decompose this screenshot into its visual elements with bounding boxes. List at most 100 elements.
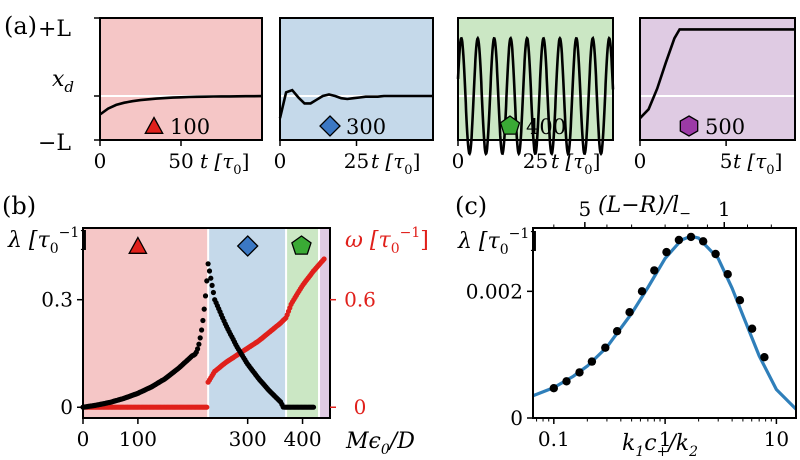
panel-a-value-label-4: 500 bbox=[705, 115, 745, 139]
panel-c-data-point bbox=[735, 296, 745, 305]
panel-b: 0 100 300 400 0 0.3 0 0.6 bbox=[41, 227, 376, 451]
panel-b-lambda-point bbox=[201, 306, 207, 312]
panel-c-data-point bbox=[686, 232, 696, 242]
panel-b-lambda-point bbox=[206, 268, 213, 274]
panel-b-lambda-point bbox=[310, 404, 317, 410]
panel-c-data-point bbox=[747, 324, 757, 333]
panel-a-xlabel-2: t [τ0] bbox=[371, 149, 420, 178]
panel-c: 0.1 1 10 0 0.002 5 1 bbox=[466, 197, 798, 451]
panel-b-marker-diamond bbox=[236, 235, 259, 257]
panel-c-toptick-label: 5 bbox=[578, 197, 591, 221]
panel-a-marker-pentagon bbox=[499, 115, 521, 135]
panel-a-background-1 bbox=[100, 18, 262, 140]
panel-c-fit-line bbox=[532, 234, 798, 411]
panel-c-label: (c) bbox=[455, 192, 487, 220]
panel-c-data-point bbox=[575, 368, 584, 377]
panel-c-ytick-label: 0.002 bbox=[466, 279, 523, 303]
panel-c-data-point bbox=[760, 353, 769, 362]
panel-b-region-pink bbox=[83, 228, 209, 418]
panel-c-data-point bbox=[562, 377, 571, 386]
panel-a-xlabel-4: t [τ0] bbox=[733, 149, 782, 178]
panel-a-trajectory-1 bbox=[99, 94, 263, 116]
panel-b-region-blue bbox=[208, 228, 287, 418]
panel-b-lambda-point bbox=[197, 335, 203, 341]
panel-c-data-point bbox=[723, 270, 732, 279]
panel-b-lambda-point bbox=[196, 341, 202, 347]
panel-c-xlabel: k1c+/k2 bbox=[622, 431, 698, 460]
panel-c-data-point bbox=[601, 343, 610, 352]
panel-c-data-point bbox=[662, 247, 671, 257]
panel-a-xtick-label: 0 bbox=[274, 149, 287, 173]
panel-c-ytick-label: 0 bbox=[510, 406, 523, 430]
panel-b-ytick-right-label: 0.6 bbox=[344, 288, 376, 312]
panel-b-marker-pentagon bbox=[291, 235, 312, 255]
panel-b-ylabel-left: λ [τ0−1] bbox=[7, 225, 88, 257]
panel-b-omega-point bbox=[204, 404, 210, 410]
panel-b-ytick-left-label: 0.3 bbox=[41, 288, 73, 312]
panel-b-ytick-left-label: 0 bbox=[60, 395, 73, 419]
panel-c-data-point bbox=[612, 327, 622, 336]
panel-c-data-point bbox=[699, 237, 708, 246]
panel-b-xtick-label: 0 bbox=[77, 427, 90, 451]
panel-b-lambda-point bbox=[209, 282, 215, 288]
panel-a-background-2 bbox=[280, 18, 433, 140]
panel-c-frame bbox=[532, 227, 797, 419]
panel-c-data-point bbox=[549, 384, 558, 393]
panel-b-frame bbox=[82, 227, 331, 419]
panel-b-region-purple bbox=[319, 228, 330, 418]
panel-c-xtick-label: 10 bbox=[764, 427, 789, 451]
panel-b-omega-point bbox=[321, 256, 327, 262]
panel-a-xtick-label: 5 bbox=[720, 149, 733, 173]
panel-b-region-green bbox=[286, 228, 320, 418]
panel-a-trajectory-4 bbox=[639, 28, 795, 120]
panel-b-lambda-point bbox=[199, 327, 205, 333]
panel-b-xtick-label: 300 bbox=[229, 427, 267, 451]
panel-c-ylabel: λ [τ0−1] bbox=[457, 226, 538, 258]
panel-c-toptick-label: 1 bbox=[718, 197, 731, 221]
panel-c-data-point bbox=[625, 308, 634, 317]
panel-a-xtick-label: 0 bbox=[94, 149, 107, 173]
panel-c-data-point bbox=[587, 357, 597, 366]
panel-c-xtick-label: 1 bbox=[659, 427, 672, 451]
panel-a-value-label-2: 300 bbox=[346, 115, 386, 139]
panel-a-marker-hexagon bbox=[679, 115, 699, 137]
panel-c-data-point bbox=[674, 235, 684, 245]
panel-b-ytick-right-label: 0 bbox=[354, 395, 367, 419]
panel-a-ytick-bottom: −L bbox=[38, 131, 71, 156]
panel-a-xtick-label: 50 bbox=[168, 149, 193, 173]
panel-a-ytick-top: +L bbox=[38, 17, 71, 42]
panel-b-lambda-point bbox=[200, 317, 206, 324]
panel-b-label: (b) bbox=[2, 192, 36, 220]
panel-b-marker-triangle bbox=[128, 236, 148, 254]
panel-a-trajectory-2 bbox=[278, 88, 433, 119]
panel-a-background-4 bbox=[640, 18, 795, 140]
panel-b-xtick-label: 400 bbox=[283, 427, 321, 451]
panel-a-value-label-3: 400 bbox=[526, 115, 566, 139]
panel-b-lambda-point bbox=[210, 289, 216, 296]
panel-b-lambda-point bbox=[208, 275, 214, 281]
panel-c-xtick-label: 0.1 bbox=[538, 427, 570, 451]
panel-a-frame-4 bbox=[639, 17, 796, 141]
panel-a-ytick-mid: xd bbox=[52, 67, 74, 96]
panel-a-xtick-label: 25 bbox=[523, 149, 548, 173]
panel-b-lambda-point bbox=[195, 346, 201, 352]
panel-b-lambda-point bbox=[202, 293, 209, 299]
panel-a-xtick-label: 0 bbox=[452, 149, 465, 173]
panel-a-xtick-label: 0 bbox=[634, 149, 647, 173]
panel-a-marker-triangle bbox=[144, 116, 164, 134]
panel-c-data-point bbox=[637, 287, 647, 296]
panel-a-marker-diamond bbox=[319, 115, 341, 137]
panel-b-lambda-point bbox=[205, 261, 211, 267]
panel-b-xtick-label: 100 bbox=[119, 427, 157, 451]
panel-a-xtick-label: 25 bbox=[344, 149, 369, 173]
panel-a-xlabel-3: t [τ0] bbox=[551, 149, 600, 178]
panel-c-data-point bbox=[650, 266, 659, 275]
panel-b-lambda-point bbox=[204, 278, 210, 284]
panel-a-value-label-1: 100 bbox=[170, 115, 210, 139]
panel-c-top-label: (L−R)/l− bbox=[598, 193, 691, 222]
panel-a-label: (a) bbox=[4, 12, 37, 40]
panel-a-trajectory-3 bbox=[456, 35, 615, 157]
panel-b-xlabel: Mϵ0/D bbox=[345, 429, 415, 458]
